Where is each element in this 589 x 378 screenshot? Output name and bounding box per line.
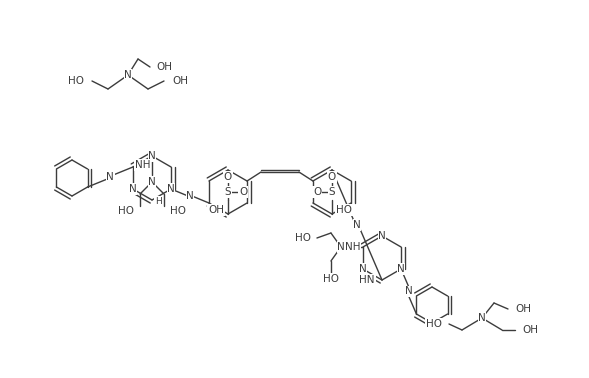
Text: HO: HO — [118, 206, 134, 216]
Text: N: N — [478, 313, 486, 323]
Text: HO: HO — [426, 319, 442, 329]
Text: N: N — [148, 151, 156, 161]
Text: H: H — [155, 197, 161, 206]
Text: O: O — [239, 187, 247, 197]
Text: O: O — [328, 172, 336, 182]
Text: OH: OH — [208, 205, 224, 215]
Text: N: N — [167, 184, 175, 194]
Text: HN: HN — [359, 275, 375, 285]
Text: N: N — [148, 177, 156, 187]
Text: N: N — [107, 172, 114, 182]
Text: HO: HO — [68, 76, 84, 86]
Text: HO: HO — [170, 206, 186, 216]
Text: N: N — [359, 264, 367, 274]
Text: N: N — [186, 191, 194, 201]
Text: HO: HO — [295, 233, 311, 243]
Text: O: O — [224, 172, 232, 182]
Text: NH: NH — [345, 242, 361, 252]
Text: N: N — [353, 220, 361, 230]
Text: OH: OH — [515, 304, 531, 314]
Text: OH: OH — [522, 325, 538, 335]
Text: OH: OH — [172, 76, 188, 86]
Text: N: N — [405, 287, 413, 296]
Text: N: N — [124, 70, 132, 80]
Text: N: N — [337, 242, 345, 252]
Text: OH: OH — [156, 62, 172, 72]
Text: HO: HO — [323, 274, 339, 284]
Text: N: N — [129, 184, 137, 194]
Text: N: N — [397, 264, 405, 274]
Text: O: O — [313, 187, 321, 197]
Text: N: N — [378, 231, 386, 241]
Text: S: S — [224, 187, 231, 197]
Text: NH: NH — [135, 160, 150, 170]
Text: S: S — [329, 187, 335, 197]
Text: HO: HO — [336, 205, 352, 215]
